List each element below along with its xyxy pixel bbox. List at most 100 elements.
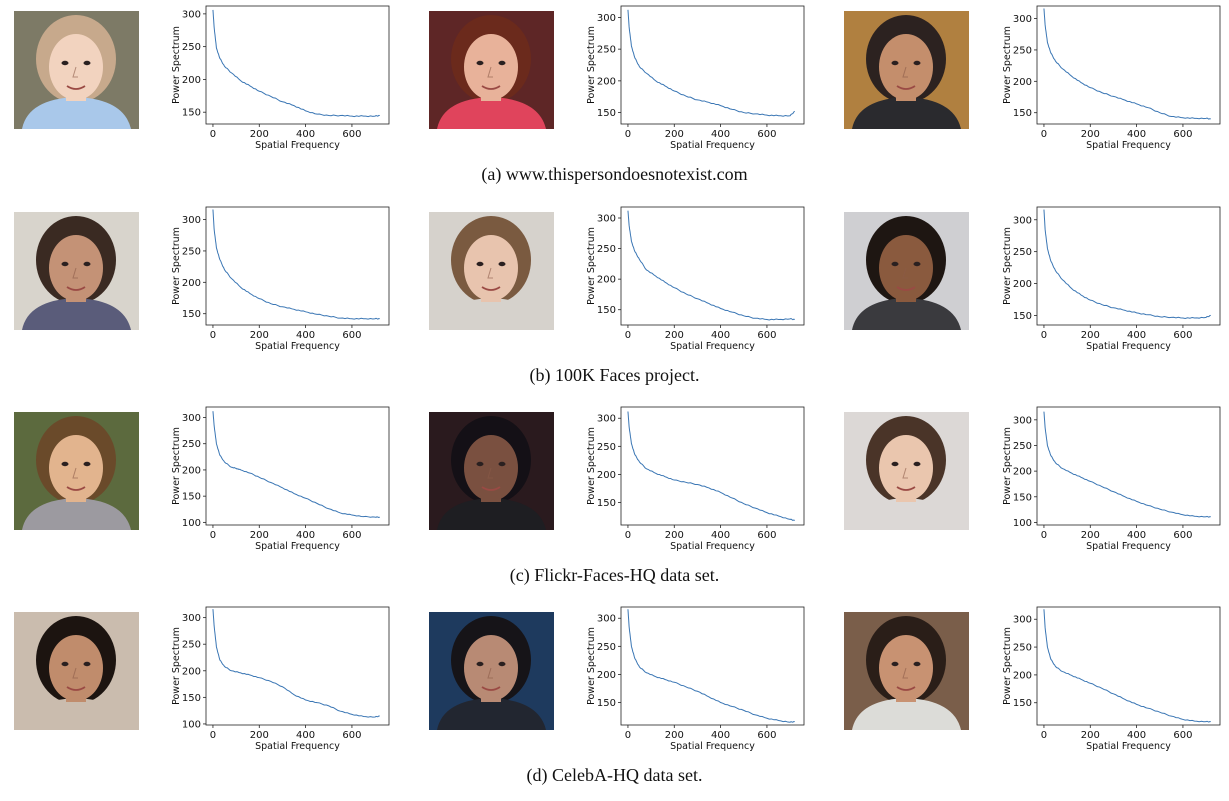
portrait-drawing — [14, 11, 139, 129]
series-line-0 — [212, 609, 380, 718]
series-line-0 — [212, 209, 380, 320]
chart-svg: 0 200 400 600 150 200 250 300 Spatial Frequency P… — [171, 5, 390, 151]
power-spectrum-plot-c2: 0 200 400 600 150 200 250 300 Spatial Frequency P… — [583, 406, 805, 555]
y-tick-label-1: 200 — [182, 278, 201, 289]
series-line-0 — [1043, 209, 1211, 319]
series-line-0 — [627, 609, 795, 723]
series-line-0 — [1043, 8, 1211, 120]
chart-svg: 0 200 400 600 150 200 250 300 Spatial Frequency P… — [586, 206, 805, 352]
y-axis-label: Power Spectrum — [1002, 627, 1013, 705]
y-tick-label-1: 200 — [597, 76, 616, 87]
x-tick-label-3: 600 — [757, 530, 776, 541]
x-tick-label-2: 400 — [1127, 730, 1146, 741]
caption-a: (a) www.thispersondoesnotexist.com — [481, 164, 748, 184]
power-spectrum-plot-a2: 0 200 400 600 150 200 250 300 Spatial Frequency P… — [583, 5, 805, 154]
y-tick-label-1: 200 — [1013, 279, 1032, 290]
caption-b: (b) 100K Faces project. — [529, 365, 700, 385]
x-tick-label-1: 200 — [250, 530, 269, 541]
y-tick-label-3: 300 — [597, 13, 616, 24]
y-tick-label-0: 100 — [182, 719, 201, 730]
face-image-c1 — [14, 412, 139, 530]
series-line-0 — [1043, 609, 1211, 723]
series-line-0 — [212, 411, 380, 519]
x-tick-label-3: 600 — [1173, 730, 1192, 741]
x-axis-label: Spatial Frequency — [255, 741, 340, 752]
x-tick-label-0: 0 — [1041, 530, 1047, 541]
y-tick-label-0: 150 — [597, 108, 616, 119]
face-image-d1 — [14, 612, 139, 730]
x-tick-label-1: 200 — [1081, 330, 1100, 341]
plot-frame — [1036, 406, 1221, 526]
x-tick-label-0: 0 — [210, 530, 216, 541]
x-tick-label-3: 600 — [342, 129, 361, 140]
x-axis-label: Spatial Frequency — [255, 541, 340, 552]
x-axis-label: Spatial Frequency — [1086, 140, 1171, 151]
portrait-drawing — [429, 11, 554, 129]
plot-frame — [205, 606, 390, 726]
y-tick-label-2: 250 — [597, 45, 616, 56]
y-tick-label-3: 300 — [1013, 215, 1032, 226]
chart-svg: 0 200 400 600 150 200 250 300 Spatial Frequency P… — [586, 606, 805, 752]
portrait-drawing — [844, 412, 969, 530]
x-axis-label: Spatial Frequency — [670, 741, 755, 752]
x-axis-label: Spatial Frequency — [670, 541, 755, 552]
x-tick-label-2: 400 — [711, 730, 730, 741]
y-tick-label-1: 200 — [597, 470, 616, 481]
x-tick-label-2: 400 — [296, 330, 315, 341]
power-spectrum-plot-b3: 0 200 400 600 150 200 250 300 Spatial Frequency P… — [999, 206, 1221, 355]
portrait-drawing — [14, 212, 139, 330]
caption-d: (d) CelebA-HQ data set. — [526, 765, 703, 785]
caption-c: (c) Flickr-Faces-HQ data set. — [509, 565, 720, 585]
power-spectrum-plot-c3: 0 200 400 600 100 150 200 250 300 Spatial Frequen… — [999, 406, 1221, 555]
x-tick-label-0: 0 — [625, 330, 631, 341]
y-tick-label-4: 300 — [1013, 415, 1032, 426]
x-axis-label: Spatial Frequency — [1086, 541, 1171, 552]
y-tick-label-3: 300 — [1013, 615, 1032, 626]
y-tick-label-0: 150 — [597, 305, 616, 316]
y-tick-label-2: 250 — [1013, 45, 1032, 56]
x-tick-label-0: 0 — [1041, 129, 1047, 140]
portrait-drawing — [429, 412, 554, 530]
face-image-b1 — [14, 212, 139, 330]
y-tick-label-3: 300 — [597, 414, 616, 425]
chart-svg: 0 200 400 600 150 200 250 300 Spatial Frequency P… — [1002, 5, 1221, 151]
y-axis-label: Power Spectrum — [171, 227, 182, 305]
x-tick-label-2: 400 — [711, 330, 730, 341]
y-tick-label-1: 150 — [1013, 492, 1032, 503]
y-tick-label-2: 200 — [182, 465, 201, 476]
x-tick-label-3: 600 — [1173, 530, 1192, 541]
power-spectrum-plot-a3: 0 200 400 600 150 200 250 300 Spatial Frequency P… — [999, 5, 1221, 154]
portrait-drawing — [844, 11, 969, 129]
x-tick-label-0: 0 — [1041, 330, 1047, 341]
y-tick-label-2: 250 — [1013, 247, 1032, 258]
x-axis-label: Spatial Frequency — [255, 341, 340, 352]
plot-frame — [620, 606, 805, 726]
y-tick-label-2: 250 — [597, 244, 616, 255]
x-tick-label-1: 200 — [665, 530, 684, 541]
y-axis-label: Power Spectrum — [1002, 227, 1013, 305]
face-image-d2 — [429, 612, 554, 730]
portrait-drawing — [14, 612, 139, 730]
y-tick-label-1: 200 — [1013, 670, 1032, 681]
y-tick-label-3: 300 — [597, 614, 616, 625]
x-tick-label-3: 600 — [1173, 129, 1192, 140]
y-axis-label: Power Spectrum — [586, 26, 597, 104]
x-tick-label-0: 0 — [210, 330, 216, 341]
plot-frame — [1036, 5, 1221, 125]
figure-row-a: 0 200 400 600 150 200 250 300 Spatial Frequency P… — [0, 0, 1229, 200]
y-tick-label-2: 250 — [597, 642, 616, 653]
y-tick-label-1: 200 — [597, 275, 616, 286]
y-axis-label: Power Spectrum — [586, 427, 597, 505]
y-tick-label-0: 100 — [1013, 518, 1032, 529]
portrait-drawing — [429, 212, 554, 330]
chart-svg: 0 200 400 600 150 200 250 300 Spatial Frequency P… — [586, 5, 805, 151]
series-line-0 — [627, 9, 796, 117]
y-tick-label-2: 200 — [1013, 467, 1032, 478]
series-line-0 — [1043, 411, 1211, 518]
figure-row-c: 0 200 400 600 100 150 200 250 300 Spatial Frequen… — [0, 401, 1229, 601]
portrait-drawing — [844, 612, 969, 730]
y-tick-label-1: 200 — [1013, 77, 1032, 88]
y-tick-label-1: 150 — [182, 492, 201, 503]
plot-frame — [205, 406, 390, 526]
series-line-0 — [627, 411, 795, 522]
